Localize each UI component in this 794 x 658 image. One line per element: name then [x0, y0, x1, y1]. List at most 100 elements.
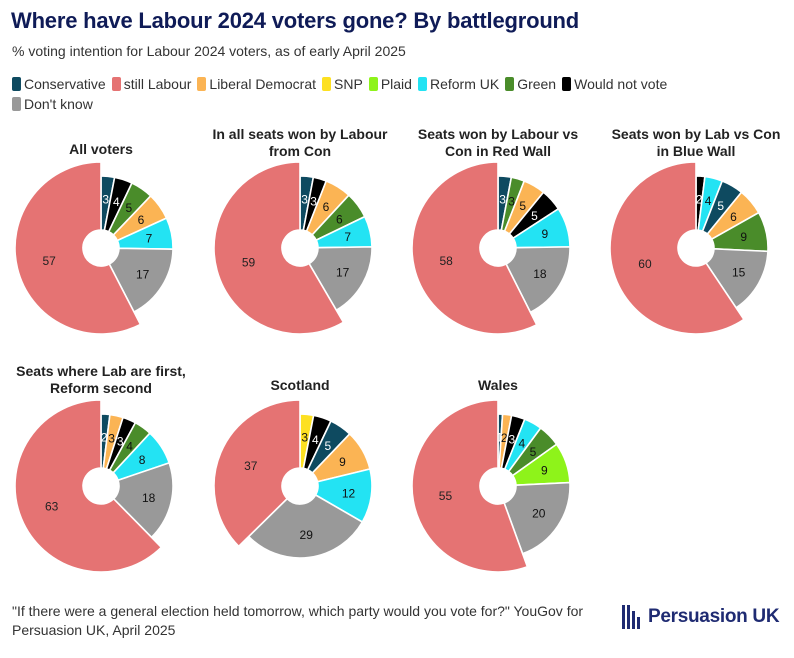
legend-label: SNP [334, 76, 363, 92]
pie-slice [505, 246, 571, 314]
pie-title: in Blue Wall [657, 143, 736, 159]
pie-chart: Wales 12 3 459 20 55 [411, 377, 571, 573]
pie-data-label: 3 [102, 193, 109, 207]
pie-data-label: 3 [108, 432, 115, 446]
pie-data-label: 4 [312, 433, 319, 447]
pie-data-label: 5 [717, 199, 724, 213]
pie-data-label: 3 [310, 194, 317, 208]
pie-data-label: 6 [323, 200, 330, 214]
source-note: "If there were a general election held t… [12, 603, 584, 638]
pie-data-label: 4 [113, 195, 120, 209]
legend-label: still Labour [123, 76, 192, 92]
pie-title: In all seats won by Labour [212, 126, 388, 142]
pie-data-label: 9 [740, 230, 747, 244]
legend-item: Liberal Democrat [197, 75, 316, 93]
pie-data-label: 4 [126, 440, 133, 454]
legend-label: Conservative [24, 76, 106, 92]
legend-label: Plaid [380, 76, 412, 92]
pie-title: Con in Red Wall [445, 143, 551, 159]
pie-data-label: 60 [638, 257, 652, 271]
pie-data-label: 15 [732, 266, 746, 280]
pie-data-label: 18 [142, 491, 156, 505]
pie-slice [247, 493, 364, 559]
pie-data-label: 2 [696, 193, 703, 207]
pie-data-label: 2 [501, 431, 508, 445]
pie-chart: Seats where Lab are first,Reform second 2… [14, 363, 186, 573]
pie-slice [112, 461, 174, 539]
pie-slice [213, 161, 345, 335]
legend-item: Don't know [12, 95, 93, 113]
legend-label: Green [517, 76, 557, 92]
pie-slice [411, 161, 538, 335]
chart-title: Where have Labour 2024 voters gone? By b… [11, 8, 580, 33]
pie-data-label: 63 [45, 500, 59, 514]
pie-data-label: 5 [324, 439, 331, 453]
legend-swatch [111, 77, 121, 91]
pie-slice [213, 399, 301, 548]
legend: Conservative still Labour Liberal Democrat… [12, 75, 752, 113]
pie-data-label: 18 [533, 267, 547, 281]
legend-item: Would not vote [562, 75, 667, 93]
pie-data-label: 3 [301, 193, 308, 207]
pie-data-label: 1 [496, 431, 503, 445]
pie-slice [704, 248, 769, 309]
pie-data-label: 12 [342, 486, 356, 500]
pie-data-label: 3 [499, 193, 506, 207]
pie-data-label: 17 [336, 266, 350, 280]
legend-swatch [12, 97, 21, 111]
pie-data-label: 55 [439, 489, 453, 503]
pie-data-label: 5 [519, 199, 526, 213]
legend-swatch [322, 77, 332, 91]
pie-title: Wales [478, 377, 518, 393]
pie-data-label: 6 [138, 213, 145, 227]
pie-title: Scotland [270, 377, 329, 393]
pie-data-label: 8 [139, 453, 146, 467]
pie-data-label: 17 [136, 267, 150, 281]
pie-slice [108, 247, 174, 314]
chart-subtitle: % voting intention for Labour 2024 voter… [12, 43, 406, 59]
pie-data-label: 58 [439, 254, 453, 268]
pie-data-label: 5 [125, 201, 132, 215]
pie-title: Seats won by Lab vs Con [612, 126, 781, 142]
legend-label: Liberal Democrat [209, 76, 317, 92]
brand-name: Persuasion UK [648, 606, 780, 627]
pie-slice [14, 399, 163, 573]
pie-data-label: 4 [518, 437, 525, 451]
pie-chart: All voters 3 4 567 17 57 [14, 141, 174, 335]
legend-item: Conservative [12, 75, 106, 93]
pie-data-label: 6 [730, 210, 737, 224]
legend-label: Reform UK [429, 76, 500, 92]
pie-title: Seats won by Labour vs [418, 126, 578, 142]
pie-slice [307, 246, 373, 312]
pie-data-label: 7 [344, 230, 351, 244]
pie-data-label: 5 [530, 445, 537, 459]
pie-data-label: 57 [43, 254, 57, 268]
legend-swatch [368, 77, 378, 91]
pie-data-label: 3 [508, 432, 515, 446]
legend-item: Reform UK [417, 75, 500, 93]
pie-slice [609, 161, 746, 335]
pie-data-label: 3 [508, 194, 515, 208]
pie-data-label: 9 [541, 463, 548, 477]
legend-swatch [505, 77, 515, 91]
legend-swatch [197, 77, 207, 91]
legend-label: Don't know [24, 96, 93, 112]
pie-chart: Scotland 3 4 59 12 29 37 [213, 377, 373, 559]
legend-item: still Labour [111, 75, 192, 93]
pie-data-label: 3 [117, 434, 124, 448]
pie-title: from Con [269, 143, 331, 159]
legend-item: Green [505, 75, 556, 93]
pie-slice [14, 161, 142, 335]
brand-bars-icon [622, 605, 642, 629]
pie-data-label: 2 [101, 431, 108, 445]
pie-data-label: 5 [531, 209, 538, 223]
pie-title: All voters [69, 141, 133, 157]
pie-data-label: 29 [300, 528, 314, 542]
pie-data-label: 20 [532, 507, 546, 521]
pie-data-label: 6 [336, 212, 343, 226]
legend-label: Would not vote [574, 76, 668, 92]
